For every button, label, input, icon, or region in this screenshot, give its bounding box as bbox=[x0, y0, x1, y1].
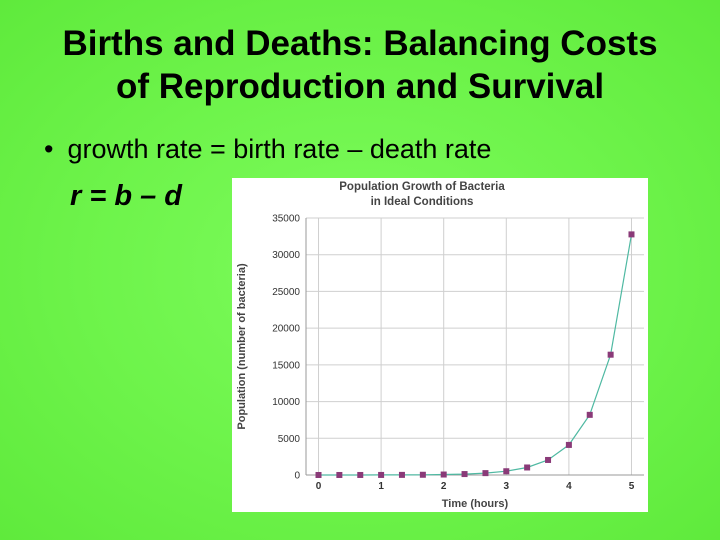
data-point bbox=[628, 231, 635, 238]
growth-equation: r = b – d bbox=[70, 180, 183, 212]
y-tick-label: 35000 bbox=[272, 214, 300, 225]
y-tick-label: 30000 bbox=[272, 250, 300, 261]
chart-title-line: in Ideal Conditions bbox=[371, 196, 474, 208]
chart-title-line: Population Growth of Bacteria bbox=[339, 181, 505, 193]
chart-svg: 0 5000 10000 15000 20000 25000 30000 35000 0 1 2 3 4… bbox=[232, 178, 648, 512]
data-point bbox=[378, 471, 385, 478]
data-point bbox=[336, 471, 343, 478]
slide-title: Births and Deaths: Balancing Costs of Re… bbox=[0, 22, 720, 108]
x-tick-label: 3 bbox=[504, 481, 510, 492]
data-point bbox=[419, 471, 426, 478]
data-point bbox=[503, 468, 510, 475]
chart-background bbox=[232, 178, 648, 512]
data-point bbox=[461, 471, 468, 478]
y-tick-label: 0 bbox=[294, 471, 300, 482]
bullet-dot: • bbox=[44, 134, 54, 164]
y-axis-label: Population (number of bacteria) bbox=[236, 263, 248, 430]
series-line bbox=[318, 234, 633, 476]
data-point bbox=[315, 471, 322, 478]
y-tick-label: 25000 bbox=[272, 287, 300, 298]
bullet-text: growth rate = birth rate – death rate bbox=[67, 134, 492, 164]
bullet-point: • growth rate = birth rate – death rate bbox=[44, 134, 491, 165]
data-point bbox=[545, 456, 552, 463]
data-point bbox=[586, 411, 593, 418]
y-tick-label: 20000 bbox=[272, 324, 300, 335]
x-tick-label: 2 bbox=[441, 481, 447, 492]
data-point bbox=[440, 471, 447, 478]
data-point bbox=[607, 351, 614, 358]
x-tick-label: 1 bbox=[378, 481, 384, 492]
data-point bbox=[398, 471, 405, 478]
data-point bbox=[565, 441, 572, 448]
y-tick-label: 15000 bbox=[272, 360, 300, 371]
y-tick-label: 5000 bbox=[278, 434, 301, 445]
x-tick-label: 0 bbox=[316, 481, 322, 492]
slide-title-line-1: Births and Deaths: Balancing Costs bbox=[62, 24, 658, 63]
bacteria-growth-chart: 0 5000 10000 15000 20000 25000 30000 35000 0 1 2 3 4… bbox=[232, 178, 648, 512]
slide-title-line-2: of Reproduction and Survival bbox=[115, 67, 605, 106]
data-point bbox=[482, 470, 489, 477]
y-tick-label: 10000 bbox=[272, 397, 300, 408]
x-tick-label: 4 bbox=[566, 481, 572, 492]
x-axis-label: Time (hours) bbox=[442, 498, 509, 510]
x-tick-label: 5 bbox=[629, 481, 635, 492]
data-point bbox=[357, 471, 364, 478]
data-point bbox=[524, 464, 531, 471]
